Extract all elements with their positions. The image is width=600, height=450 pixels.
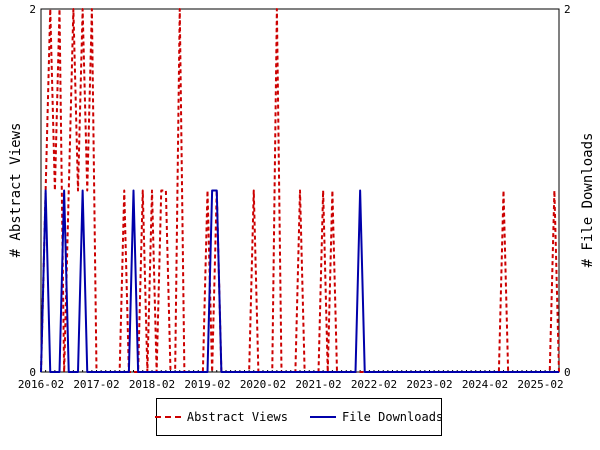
legend: Abstract Views File Downloads bbox=[154, 398, 443, 436]
legend-item-abstract-views: Abstract Views bbox=[154, 410, 288, 424]
legend-label-abstract-views: Abstract Views bbox=[186, 410, 288, 424]
x-tick-label: 2022-02 bbox=[351, 378, 397, 391]
x-tick-label: 2021-02 bbox=[295, 378, 341, 391]
y-axis-label-right: # File Downloads bbox=[580, 133, 596, 268]
x-tick-label: 2016-02 bbox=[18, 378, 64, 391]
x-tick-label: 2018-02 bbox=[129, 378, 175, 391]
x-tick-label: 2020-02 bbox=[240, 378, 286, 391]
x-tick-label: 2025-02 bbox=[517, 378, 563, 391]
series-line-file-downloads bbox=[40, 189, 559, 373]
series-layer bbox=[40, 8, 560, 373]
y-axis-label-left: # Abstract Views bbox=[8, 123, 24, 258]
legend-swatch-file-downloads bbox=[310, 416, 336, 418]
y-left-tick-top: 2 bbox=[29, 3, 36, 16]
legend-item-file-downloads: File Downloads bbox=[310, 410, 443, 424]
x-axis-tick-labels: 2016-02 2017-02 2018-02 2019-02 2020-02 2021-… bbox=[18, 378, 564, 391]
y-right-tick-top: 2 bbox=[564, 3, 571, 16]
legend-swatch-abstract-views bbox=[154, 416, 181, 418]
x-tick-label: 2017-02 bbox=[73, 378, 119, 391]
y-left-tick-bottom: 0 bbox=[29, 366, 36, 379]
legend-label-file-downloads: File Downloads bbox=[342, 410, 444, 424]
y-right-tick-bottom: 0 bbox=[564, 366, 571, 379]
x-tick-label: 2024-02 bbox=[462, 378, 508, 391]
x-tick-label: 2019-02 bbox=[184, 378, 230, 391]
x-tick-label: 2023-02 bbox=[406, 378, 452, 391]
